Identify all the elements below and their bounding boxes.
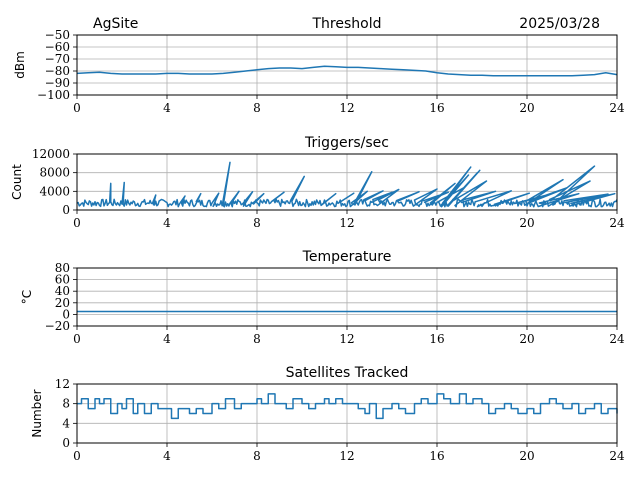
x-tick-label: 12 bbox=[339, 216, 354, 230]
x-tick-label: 8 bbox=[253, 449, 261, 463]
x-tick-label: 24 bbox=[609, 332, 625, 346]
report-date: 2025/03/28 bbox=[519, 16, 600, 32]
x-tick-label: 16 bbox=[429, 101, 444, 115]
x-tick-label: 20 bbox=[519, 449, 534, 463]
chart-title: Temperature bbox=[302, 249, 392, 265]
x-tick-label: 20 bbox=[519, 332, 534, 346]
site-name: AgSite bbox=[93, 16, 138, 32]
x-tick-label: 20 bbox=[519, 101, 534, 115]
y-tick-label: −80 bbox=[45, 64, 70, 78]
x-tick-label: 12 bbox=[339, 449, 354, 463]
y-tick-label: 8 bbox=[62, 397, 70, 411]
x-tick-label: 16 bbox=[429, 449, 444, 463]
x-tick-label: 4 bbox=[163, 101, 171, 115]
y-tick-label: 4000 bbox=[39, 184, 70, 198]
y-tick-label: 0 bbox=[62, 203, 70, 217]
x-tick-label: 0 bbox=[73, 101, 81, 115]
y-tick-label: 60 bbox=[55, 273, 70, 287]
y-axis-label: °C bbox=[20, 290, 34, 304]
x-tick-label: 4 bbox=[163, 216, 171, 230]
x-tick-label: 4 bbox=[163, 449, 171, 463]
x-tick-label: 16 bbox=[429, 216, 444, 230]
series-line bbox=[76, 65, 618, 77]
series-line bbox=[77, 393, 618, 420]
x-tick-label: 12 bbox=[339, 332, 354, 346]
y-tick-label: −20 bbox=[45, 319, 70, 333]
x-tick-label: 8 bbox=[253, 332, 261, 346]
x-tick-label: 20 bbox=[519, 216, 534, 230]
series-line bbox=[76, 161, 618, 208]
y-tick-label: −100 bbox=[37, 88, 70, 102]
x-tick-label: 0 bbox=[73, 332, 81, 346]
y-tick-label: −90 bbox=[45, 76, 70, 90]
x-tick-label: 12 bbox=[339, 101, 354, 115]
chart-panel: Satellites Tracked Number 0 4 8 12 16 20 24 0 4 8 12 bbox=[30, 365, 625, 463]
x-tick-label: 16 bbox=[429, 332, 444, 346]
y-tick-label: 12000 bbox=[32, 147, 70, 161]
y-tick-label: 0 bbox=[62, 436, 70, 450]
y-tick-label: 4 bbox=[62, 416, 70, 430]
chart-panel: Threshold dBm 0 4 8 12 16 20 24 −100−90−80−70−60−… bbox=[13, 16, 625, 115]
chart-panel: Triggers/sec Count 0 4 8 12 16 20 24 0 4000 8000 120… bbox=[10, 135, 625, 230]
x-tick-label: 24 bbox=[609, 449, 625, 463]
y-tick-label: 40 bbox=[55, 284, 70, 298]
x-tick-label: 8 bbox=[253, 216, 261, 230]
y-tick-label: −60 bbox=[45, 40, 70, 54]
y-tick-label: 12 bbox=[55, 377, 70, 391]
y-axis-label: Count bbox=[10, 164, 24, 200]
x-tick-label: 8 bbox=[253, 101, 261, 115]
y-tick-label: 0 bbox=[62, 307, 70, 321]
chart-title: Satellites Tracked bbox=[286, 365, 409, 381]
x-tick-label: 24 bbox=[609, 216, 625, 230]
x-tick-label: 4 bbox=[163, 332, 171, 346]
y-axis-label: Number bbox=[30, 389, 44, 437]
y-tick-label: 80 bbox=[55, 261, 70, 275]
chart-title: Threshold bbox=[312, 16, 382, 32]
y-tick-label: 20 bbox=[55, 296, 70, 310]
y-tick-label: −70 bbox=[45, 52, 70, 66]
x-tick-label: 0 bbox=[73, 449, 81, 463]
chart-title: Triggers/sec bbox=[304, 135, 389, 151]
y-tick-label: −50 bbox=[45, 28, 70, 42]
y-tick-label: 8000 bbox=[39, 166, 70, 180]
x-tick-label: 24 bbox=[609, 101, 625, 115]
y-axis-label: dBm bbox=[13, 51, 27, 79]
x-tick-label: 0 bbox=[73, 216, 81, 230]
